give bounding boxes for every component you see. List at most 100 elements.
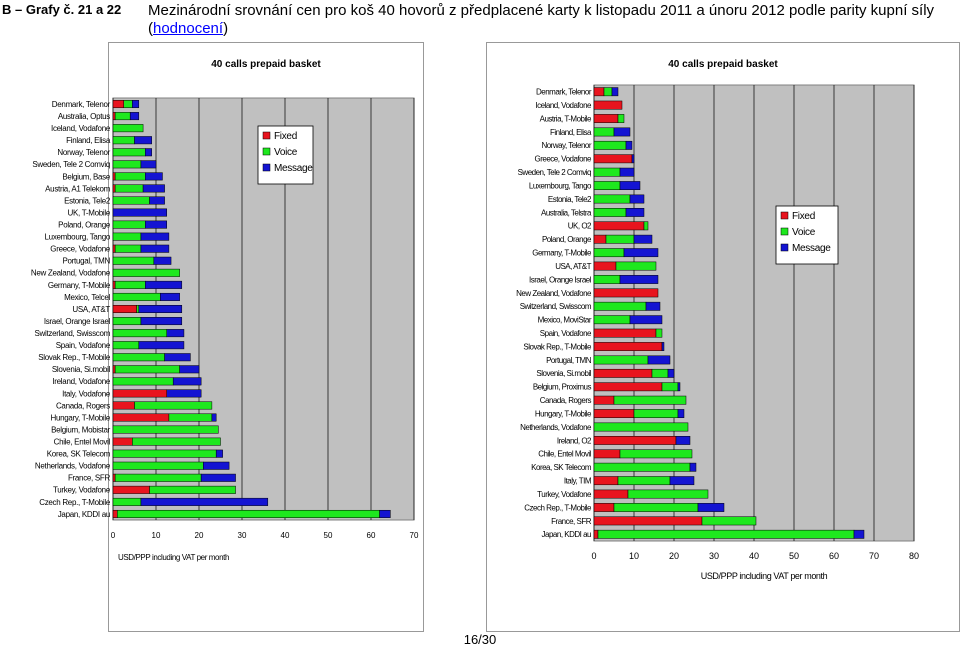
link-open-paren: (	[148, 20, 153, 37]
right-tick-label: 40	[749, 551, 759, 561]
left-category-label: Czech Rep., T-Mobile	[39, 498, 111, 507]
right-bar-fixed	[593, 328, 657, 338]
right-bar-fixed	[593, 529, 599, 539]
right-bar-fixed	[593, 100, 623, 110]
right-bar-voice	[593, 462, 691, 472]
right-tick-label: 20	[669, 551, 679, 561]
left-category-label: Italy, Vodafone	[62, 389, 111, 398]
left-category-label: USA, AT&T	[72, 305, 110, 314]
right-bar-message	[625, 140, 633, 150]
right-bar-voice	[605, 234, 635, 244]
left-bar-message	[140, 244, 170, 253]
right-bar-message	[677, 409, 685, 418]
right-bar-message	[633, 234, 653, 244]
right-bar-message	[675, 436, 691, 445]
left-category-label: UK, T-Mobile	[68, 208, 111, 217]
left-bar-message	[164, 353, 191, 362]
right-bar-message	[689, 462, 697, 472]
right-category-label: Canada, Rogers	[540, 396, 592, 405]
left-legend-label: Voice	[274, 147, 298, 158]
right-tick-label: 70	[869, 551, 879, 561]
right-bar-fixed	[593, 87, 605, 97]
right-category-label: UK, O2	[568, 222, 592, 231]
left-category-label: Denmark, Telenor	[52, 100, 111, 109]
right-category-label: Australia, Telstra	[541, 208, 592, 217]
right-bar-voice	[613, 395, 687, 405]
left-bar-message	[138, 341, 185, 350]
left-bar-voice	[112, 268, 180, 277]
right-bar-message	[669, 476, 695, 486]
right-bar-fixed	[593, 114, 619, 123]
left-tick-label: 0	[111, 531, 116, 540]
left-bar-message	[179, 365, 200, 374]
right-bar-message	[625, 208, 645, 217]
left-bar-message	[145, 220, 167, 229]
right-bar-message	[619, 167, 635, 177]
left-category-label: Germany, T-Mobile	[48, 281, 111, 290]
right-bar-voice	[701, 516, 757, 526]
right-bar-voice	[593, 140, 627, 150]
right-category-label: New Zealand, Vodafone	[516, 289, 592, 298]
left-bar-message	[140, 232, 170, 241]
left-category-label: Spain, Vodafone	[56, 341, 111, 350]
left-category-label: Canada, Rogers	[56, 401, 110, 410]
right-category-label: Estonia, Tele2	[548, 195, 592, 204]
left-bar-message	[203, 461, 230, 470]
left-category-label: Poland, Orange	[58, 220, 111, 229]
right-bar-message	[631, 154, 635, 164]
right-category-label: Poland, Orange	[542, 235, 592, 244]
right-bar-voice	[615, 261, 657, 271]
right-category-label: Austria, T-Mobile	[540, 114, 592, 123]
right-category-label: Italy, TIM	[564, 477, 592, 486]
right-bar-voice	[593, 167, 621, 177]
right-legend-swatch-fixed	[780, 211, 789, 220]
right-bar-voice	[597, 529, 855, 539]
left-tick-label: 20	[195, 531, 204, 540]
right-category-label: Chile, Entel Movil	[538, 450, 592, 459]
right-bar-fixed	[593, 476, 619, 486]
left-category-label: Finland, Elisa	[66, 136, 111, 145]
left-bar-message	[379, 509, 391, 518]
right-category-label: Spain, Vodafone	[540, 329, 592, 338]
left-tick-label: 40	[281, 531, 290, 540]
left-bar-message	[112, 208, 167, 217]
right-bar-voice	[617, 114, 625, 123]
left-category-label: Greece, Vodafone	[50, 245, 111, 254]
left-bar-message	[132, 100, 140, 109]
right-category-label: Switzerland, Swisscom	[520, 302, 592, 311]
chart-right-title: 40 calls prepaid basket	[668, 59, 778, 70]
right-bar-voice	[661, 382, 679, 392]
left-bar-message	[215, 449, 223, 458]
link-close-paren: )	[223, 20, 229, 37]
left-xlabel: USD/PPP including VAT per month	[118, 553, 229, 562]
right-category-label: Czech Rep., T-Mobile	[524, 503, 592, 512]
right-bar-voice	[619, 449, 693, 459]
right-bar-voice	[593, 208, 627, 217]
right-bar-fixed	[593, 409, 635, 418]
hodnoceni-link[interactable]: hodnocení	[153, 20, 224, 37]
right-bar-fixed	[593, 154, 633, 164]
right-legend-swatch-message	[780, 243, 789, 252]
right-bar-message	[619, 181, 641, 190]
right-legend-label: Fixed	[792, 211, 815, 222]
right-bar-message	[667, 368, 675, 378]
right-category-label: Greece, Vodafone	[535, 155, 593, 164]
left-bar-message	[145, 280, 183, 289]
left-bar-message	[142, 184, 165, 193]
right-category-label: Ireland, O2	[557, 436, 592, 445]
right-bar-message	[647, 355, 671, 365]
right-bar-voice	[643, 221, 649, 231]
right-bar-voice	[633, 409, 679, 418]
right-category-label: Mexico, MoviStar	[538, 316, 592, 325]
left-category-label: Australia, Optus	[58, 112, 110, 121]
right-tick-label: 10	[629, 551, 639, 561]
left-legend-swatch-voice	[262, 147, 271, 156]
left-category-label: Netherlands, Vodafone	[35, 462, 111, 471]
right-legend-label: Message	[792, 243, 831, 254]
right-bar-voice	[651, 368, 669, 378]
left-category-label: Norway, Telenor	[57, 148, 110, 157]
right-bar-message	[853, 529, 865, 539]
right-bar-fixed	[593, 489, 629, 499]
